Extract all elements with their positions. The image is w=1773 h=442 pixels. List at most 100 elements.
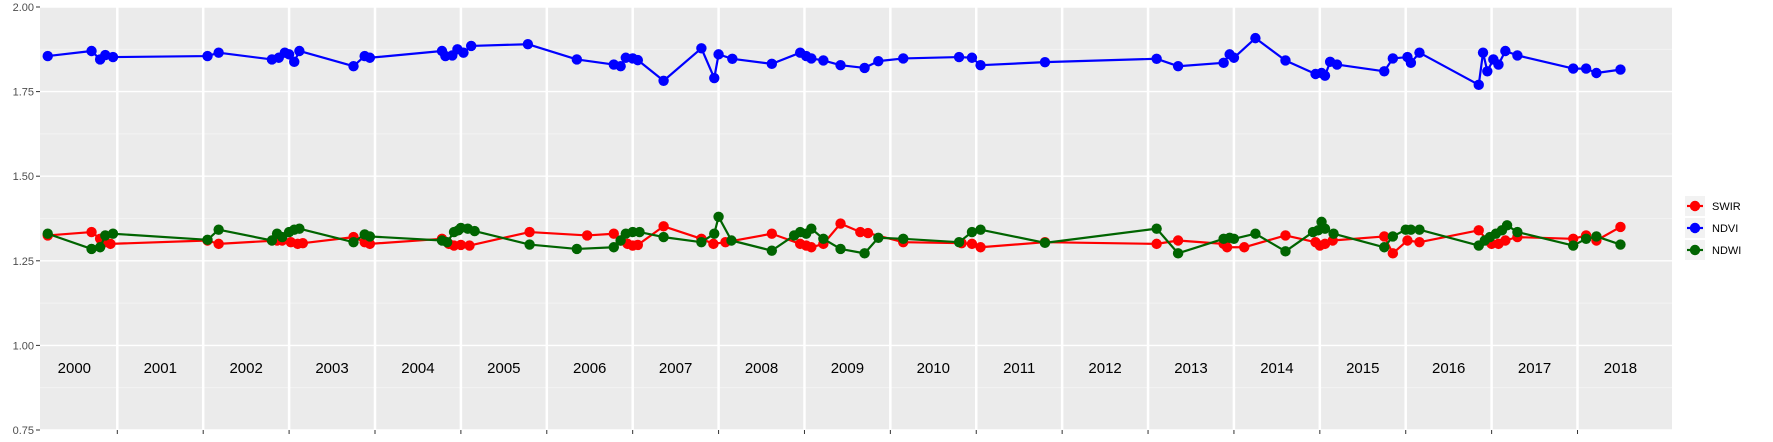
point-ndwi xyxy=(1591,231,1602,242)
point-ndwi xyxy=(1512,226,1523,238)
point-ndwi xyxy=(1172,248,1184,259)
y-tick-label: 2.00 xyxy=(13,2,34,14)
series-ndwi xyxy=(42,211,1626,259)
point-ndwi xyxy=(1280,246,1291,257)
point-ndvi xyxy=(1331,59,1343,70)
year-label: 2001 xyxy=(144,360,177,377)
point-ndvi xyxy=(1580,63,1592,74)
point-swir xyxy=(1387,248,1399,259)
point-ndvi xyxy=(873,55,884,67)
year-label: 2017 xyxy=(1518,360,1551,377)
point-swir xyxy=(105,238,116,250)
point-swir xyxy=(297,238,309,249)
point-ndvi xyxy=(364,52,376,63)
point-ndvi xyxy=(1414,47,1425,58)
point-ndvi xyxy=(1482,66,1493,77)
point-ndwi xyxy=(634,226,645,238)
year-label: 2014 xyxy=(1260,360,1293,377)
point-ndwi xyxy=(1228,233,1240,244)
point-ndvi xyxy=(615,61,626,72)
year-label: 2016 xyxy=(1432,360,1465,377)
point-ndwi xyxy=(1319,223,1331,234)
point-ndvi xyxy=(818,55,829,66)
point-ndwi xyxy=(469,225,480,237)
point-ndvi xyxy=(713,49,724,60)
point-swir xyxy=(1473,225,1484,236)
point-ndwi xyxy=(696,236,707,248)
point-ndwi xyxy=(859,248,870,259)
point-ndvi xyxy=(727,53,738,64)
year-label: 2018 xyxy=(1604,360,1637,377)
point-ndwi xyxy=(1151,223,1162,234)
point-swir xyxy=(464,240,475,251)
point-ndvi xyxy=(107,51,119,63)
point-ndwi xyxy=(86,243,97,255)
point-swir xyxy=(975,242,986,253)
y-axis: 0.75 1.00 1.25 1.50 1.75 2.00 xyxy=(13,2,40,437)
point-ndvi xyxy=(953,51,965,63)
year-label: 2004 xyxy=(401,360,434,377)
point-ndvi xyxy=(294,45,305,57)
legend-label: SWIR xyxy=(1712,201,1741,213)
point-ndwi xyxy=(571,243,583,255)
point-ndvi xyxy=(571,54,583,65)
year-labels: 2000 2001 2002 2003 2004 2005 2006 2007 2008 2009… xyxy=(58,360,1637,377)
year-label: 2002 xyxy=(229,360,262,377)
y-tick-label: 1.25 xyxy=(13,256,34,268)
legend: SWIR NDVI NDWI xyxy=(1685,196,1741,260)
x-axis-ticks xyxy=(116,430,1579,434)
point-ndwi xyxy=(818,233,829,244)
point-ndwi xyxy=(898,233,909,244)
point-ndwi xyxy=(709,228,720,239)
point-swir xyxy=(1615,221,1626,233)
legend-label: NDWI xyxy=(1712,245,1741,257)
point-ndvi xyxy=(1250,32,1261,44)
point-ndwi xyxy=(953,236,965,248)
point-swir xyxy=(524,226,535,238)
point-swir xyxy=(658,221,669,232)
point-ndvi xyxy=(86,45,97,57)
point-ndwi xyxy=(1615,239,1626,250)
point-ndwi xyxy=(966,226,978,238)
point-swir xyxy=(364,238,376,250)
point-ndwi xyxy=(364,231,376,242)
point-swir xyxy=(1239,242,1250,253)
point-ndvi xyxy=(1172,61,1184,72)
year-label: 2010 xyxy=(917,360,950,377)
point-ndwi xyxy=(1039,237,1051,249)
point-swir xyxy=(708,238,719,250)
point-swir xyxy=(966,238,978,250)
point-swir xyxy=(1151,238,1162,250)
y-tick-label: 1.50 xyxy=(13,171,34,183)
legend-item-ndvi: NDVI xyxy=(1685,218,1738,238)
point-ndvi xyxy=(766,58,778,70)
point-swir xyxy=(766,228,778,239)
year-label: 2007 xyxy=(659,360,692,377)
year-label: 2009 xyxy=(831,360,864,377)
point-ndvi xyxy=(283,49,295,60)
point-ndwi xyxy=(873,232,884,243)
point-ndwi xyxy=(713,211,724,223)
point-ndwi xyxy=(1328,228,1339,239)
major-gridlines xyxy=(40,6,1672,431)
point-ndvi xyxy=(1387,53,1399,64)
year-label: 2013 xyxy=(1174,360,1207,377)
year-label: 2011 xyxy=(1003,360,1035,377)
point-swir xyxy=(1280,230,1291,241)
point-ndvi xyxy=(213,47,224,58)
point-ndvi xyxy=(1493,59,1504,70)
year-label: 2006 xyxy=(573,360,606,377)
point-ndvi xyxy=(1280,55,1291,66)
point-swir xyxy=(1172,235,1184,246)
year-label: 2015 xyxy=(1346,360,1379,377)
point-ndvi xyxy=(1218,57,1229,69)
point-ndvi xyxy=(1591,67,1602,79)
legend-key-point xyxy=(1689,244,1701,256)
point-ndvi xyxy=(1500,45,1511,57)
point-ndvi xyxy=(1379,66,1390,77)
point-ndvi xyxy=(658,75,669,86)
y-tick-label: 1.00 xyxy=(13,340,34,352)
point-ndwi xyxy=(1250,228,1261,239)
point-ndwi xyxy=(1501,220,1513,231)
minor-gridlines xyxy=(40,48,1672,389)
